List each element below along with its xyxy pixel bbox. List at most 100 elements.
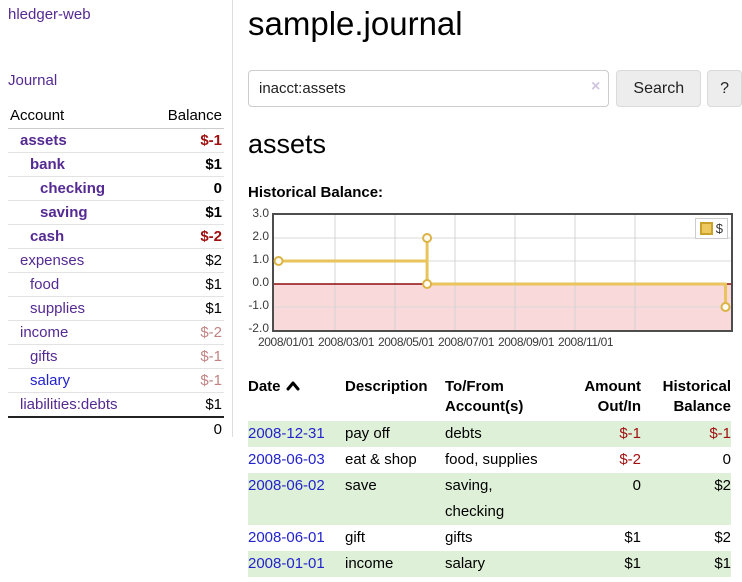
transaction-date-link[interactable]: 2008-12-31	[248, 425, 325, 442]
account-balance: $-2	[149, 320, 224, 345]
account-link[interactable]: liabilities:debts	[20, 396, 118, 413]
transaction-accounts: debts	[445, 421, 557, 447]
account-name-cell: liabilities:debts	[8, 392, 150, 418]
account-link[interactable]: gifts	[30, 348, 58, 365]
account-balance: $1	[149, 200, 224, 225]
account-link[interactable]: cash	[30, 228, 65, 245]
account-link[interactable]: checking	[40, 180, 106, 197]
account-balance: $-2	[149, 224, 224, 249]
account-link[interactable]: salary	[30, 372, 71, 389]
account-row: food $1	[8, 272, 224, 297]
chart-x-axis: 2008/01/01 2008/03/01 2008/05/01 2008/07/01…	[258, 335, 632, 349]
search-button[interactable]: Search	[616, 70, 702, 107]
transaction-accounts: saving, checking	[445, 473, 557, 525]
chart-plot: $	[272, 213, 733, 332]
account-balance: $-1	[149, 368, 224, 393]
account-balance: $1	[149, 392, 224, 418]
accounts-total-row: 0	[8, 416, 224, 441]
account-row: assets $-1	[8, 128, 224, 153]
main-content: sample.journal × Search ? assets Histori…	[233, 0, 742, 577]
transaction-balance: 0	[722, 451, 731, 468]
transaction-row[interactable]: 2008-12-31 pay off debts $-1 $-1	[248, 421, 731, 447]
sort-ascending-icon	[286, 381, 300, 391]
chart-legend: $	[694, 218, 728, 239]
legend-label: $	[715, 221, 723, 236]
transaction-row[interactable]: 2008-06-03 eat & shop food, supplies $-2…	[248, 447, 731, 473]
transaction-amount: $-2	[619, 451, 641, 468]
y-tick-label: 0.0	[252, 275, 269, 289]
sidebar-item-journal[interactable]: Journal	[8, 72, 58, 89]
account-name-cell: saving	[8, 200, 150, 225]
accounts-total-spacer	[8, 416, 150, 441]
transaction-amount: $1	[624, 529, 641, 546]
transaction-date-link[interactable]: 2008-06-02	[248, 477, 325, 494]
historical-balance-chart: 3.0 2.0 1.0 0.0 -1.0 -2.0 $ 2008/01/01 2008/03…	[240, 206, 740, 355]
transaction-amount: $1	[557, 551, 641, 577]
account-link[interactable]: expenses	[20, 252, 85, 269]
txn-header-description: Description	[345, 378, 428, 395]
account-link[interactable]: bank	[30, 156, 66, 173]
account-link[interactable]: saving	[40, 204, 88, 221]
transaction-balance: $2	[641, 473, 731, 525]
transaction-amount: 0	[557, 473, 641, 525]
txn-header-date[interactable]: Date	[248, 377, 345, 421]
account-link[interactable]: income	[20, 324, 69, 341]
transaction-date-link[interactable]: 2008-06-01	[248, 529, 325, 546]
account-name-cell: food	[8, 272, 150, 297]
account-link[interactable]: food	[30, 276, 60, 293]
search-form: × Search ?	[248, 70, 742, 107]
chart-plot-svg	[273, 215, 731, 330]
legend-swatch-icon	[699, 222, 713, 235]
account-heading: assets	[248, 129, 327, 159]
account-balance: $-1	[149, 344, 224, 369]
account-name-cell: gifts	[8, 344, 150, 369]
account-link[interactable]: assets	[20, 132, 67, 149]
transaction-description: save	[345, 473, 445, 525]
account-name-cell: income	[8, 320, 150, 345]
clear-search-icon[interactable]: ×	[591, 78, 601, 95]
page-title: sample.journal	[248, 5, 463, 42]
search-input[interactable]	[248, 70, 610, 107]
account-balance: 0	[149, 176, 224, 201]
transaction-balance: $2	[714, 529, 731, 546]
account-balance: $1	[149, 272, 224, 297]
x-tick-label: 2008/05/01	[378, 335, 435, 349]
transaction-accounts: food, supplies	[445, 451, 538, 468]
chart-title: Historical Balance:	[248, 184, 384, 201]
account-row: expenses $2	[8, 248, 224, 273]
account-balance: $-1	[149, 128, 224, 153]
accounts-header-balance: Balance	[149, 105, 224, 129]
brand-link[interactable]: hledger-web	[8, 6, 91, 23]
account-row: bank $1	[8, 152, 224, 177]
account-balance: $1	[149, 152, 224, 177]
transaction-date-link[interactable]: 2008-06-03	[248, 451, 325, 468]
account-balance: $1	[149, 296, 224, 321]
account-row: supplies $1	[8, 296, 224, 321]
y-tick-label: 2.0	[252, 229, 269, 243]
transaction-amount: $-1	[557, 421, 641, 447]
account-name-cell: cash	[8, 224, 150, 249]
transaction-row[interactable]: 2008-06-01 gift gifts $1 $2	[248, 525, 731, 551]
account-name-cell: bank	[8, 152, 150, 177]
txn-header-balance: Historical Balance	[662, 378, 731, 415]
transaction-date-link[interactable]: 2008-01-01	[248, 555, 325, 572]
account-row: liabilities:debts $1	[8, 392, 224, 418]
help-button[interactable]: ?	[707, 70, 742, 107]
account-name-cell: checking	[8, 176, 150, 201]
transaction-description: eat & shop	[345, 451, 417, 468]
account-name-cell: assets	[8, 128, 150, 153]
transaction-accounts: salary	[445, 551, 557, 577]
account-name-cell: expenses	[8, 248, 150, 273]
transaction-row[interactable]: 2008-06-02 save saving, checking 0 $2	[248, 473, 731, 525]
x-tick-label: 2008/11/01	[558, 335, 614, 349]
transaction-row[interactable]: 2008-01-01 income salary $1 $1	[248, 551, 731, 577]
transaction-date-cell: 2008-12-31	[248, 421, 345, 447]
account-name-cell: salary	[8, 368, 150, 393]
txn-header-date-label: Date	[248, 378, 281, 395]
accounts-header-row: Account Balance	[8, 105, 224, 129]
transaction-balance: $1	[641, 551, 731, 577]
account-link[interactable]: supplies	[30, 300, 86, 317]
x-tick-label: 2008/09/01	[498, 335, 555, 349]
transaction-description: pay off	[345, 421, 445, 447]
sidebar: hledger-web Journal Account Balance asse…	[0, 0, 233, 441]
